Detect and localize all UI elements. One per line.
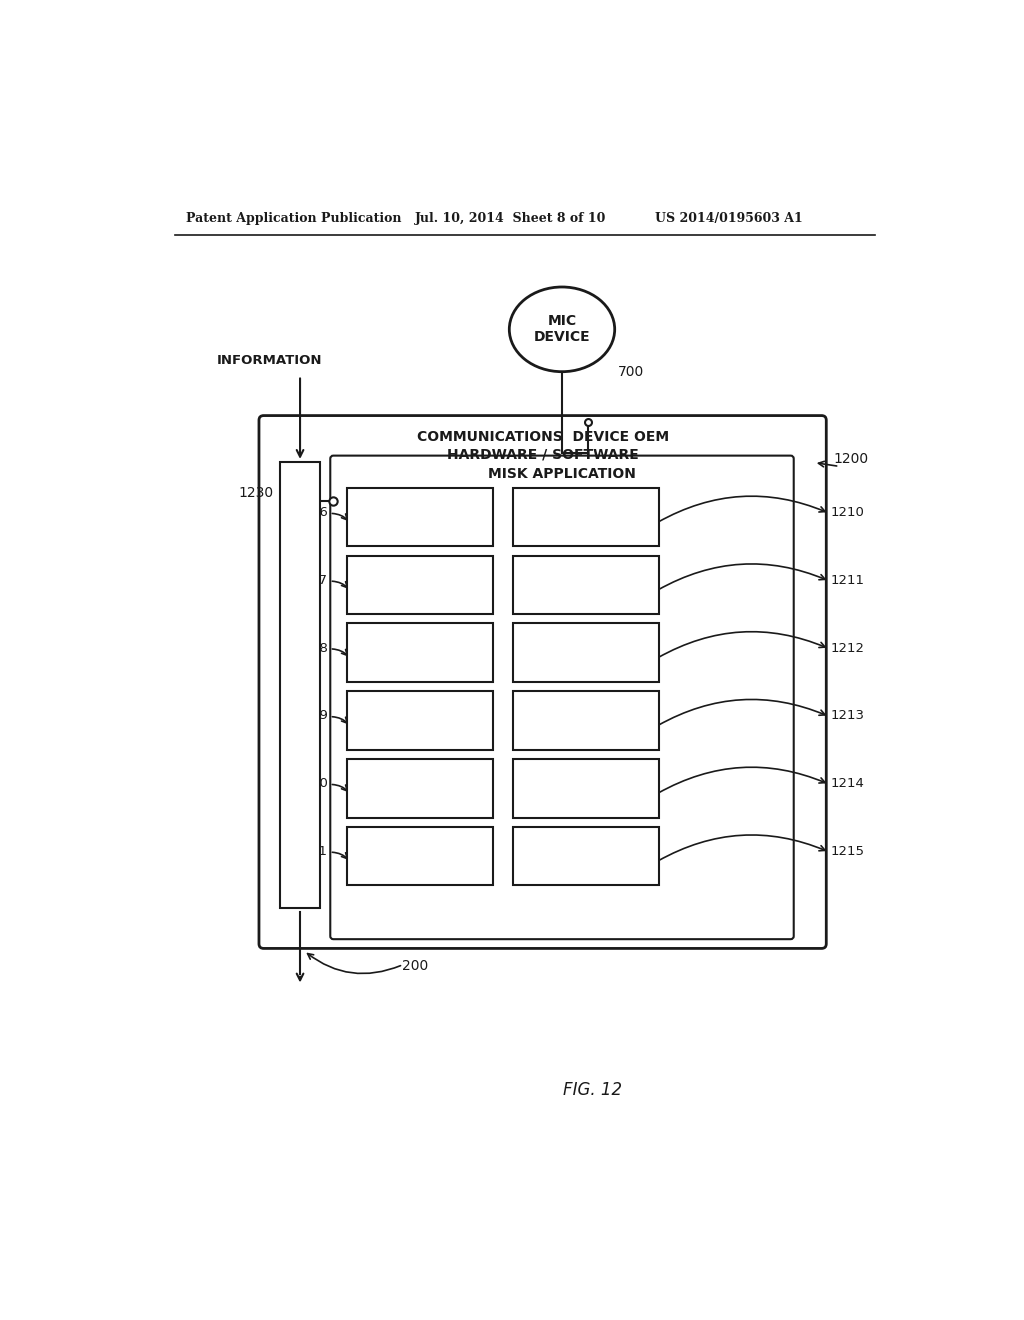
Text: 1210: 1210 [830,506,865,519]
Text: 1212: 1212 [830,642,865,655]
FancyBboxPatch shape [347,623,493,682]
FancyBboxPatch shape [347,692,493,750]
Text: BIO-DATA
COLLECTOR: BIO-DATA COLLECTOR [545,639,627,667]
Text: CLOUD
BROWSER: CLOUD BROWSER [385,572,456,599]
FancyBboxPatch shape [347,826,493,886]
FancyBboxPatch shape [513,826,658,886]
FancyBboxPatch shape [347,556,493,614]
Text: 1219: 1219 [294,709,328,722]
Text: HARDWARE / SOFTWARE: HARDWARE / SOFTWARE [446,447,639,461]
Text: MIC
APPLICATION: MIC APPLICATION [374,503,466,531]
Text: 1200: 1200 [834,451,868,466]
FancyBboxPatch shape [513,692,658,750]
Text: INFORMATION: INFORMATION [217,354,323,367]
Text: RECOGNIZER
UNIT: RECOGNIZER UNIT [375,706,465,734]
Text: US 2014/0195603 A1: US 2014/0195603 A1 [655,213,803,224]
Text: STORAGE
UNIT: STORAGE UNIT [387,842,454,870]
Text: HUMAN INTERFACE: HUMAN INTERFACE [294,614,306,756]
Text: Jul. 10, 2014  Sheet 8 of 10: Jul. 10, 2014 Sheet 8 of 10 [415,213,606,224]
Text: SIGNAL
CONTROL: SIGNAL CONTROL [553,775,620,803]
FancyBboxPatch shape [513,488,658,546]
Text: PAIRING
UNIT: PAIRING UNIT [558,572,614,599]
Text: 1217: 1217 [294,574,328,587]
Text: MIC
DEVICE: MIC DEVICE [534,314,590,345]
FancyBboxPatch shape [347,488,493,546]
FancyBboxPatch shape [280,462,321,908]
Text: 1218: 1218 [294,642,328,655]
Text: 1211: 1211 [830,574,865,587]
Text: BIO-PASSWORD
UNIT: BIO-PASSWORD UNIT [366,639,475,667]
Text: Patent Application Publication: Patent Application Publication [186,213,401,224]
Text: 1216: 1216 [294,506,328,519]
FancyBboxPatch shape [513,759,658,817]
Text: CONVERTER
UNIT: CONVERTER UNIT [544,842,628,870]
Text: COMMUNICATIONS  DEVICE OEM: COMMUNICATIONS DEVICE OEM [417,430,669,444]
Text: ANALYZER
UNIT: ANALYZER UNIT [550,706,622,734]
Text: 1220: 1220 [294,777,328,791]
Text: TRAINING
UNIT: TRAINING UNIT [386,775,454,803]
Text: HARDWARE
INTERFACE: HARDWARE INTERFACE [546,503,627,531]
Text: FIG. 12: FIG. 12 [563,1081,623,1100]
Text: 1221: 1221 [294,845,328,858]
Text: 1214: 1214 [830,777,865,791]
Text: MISK APPLICATION: MISK APPLICATION [488,467,636,480]
Text: 1213: 1213 [830,709,865,722]
Text: 700: 700 [617,364,644,379]
Ellipse shape [509,286,614,372]
FancyBboxPatch shape [513,623,658,682]
FancyBboxPatch shape [347,759,493,817]
Text: 1215: 1215 [830,845,865,858]
FancyBboxPatch shape [513,556,658,614]
Text: 200: 200 [401,960,428,973]
Text: 1230: 1230 [239,486,273,499]
